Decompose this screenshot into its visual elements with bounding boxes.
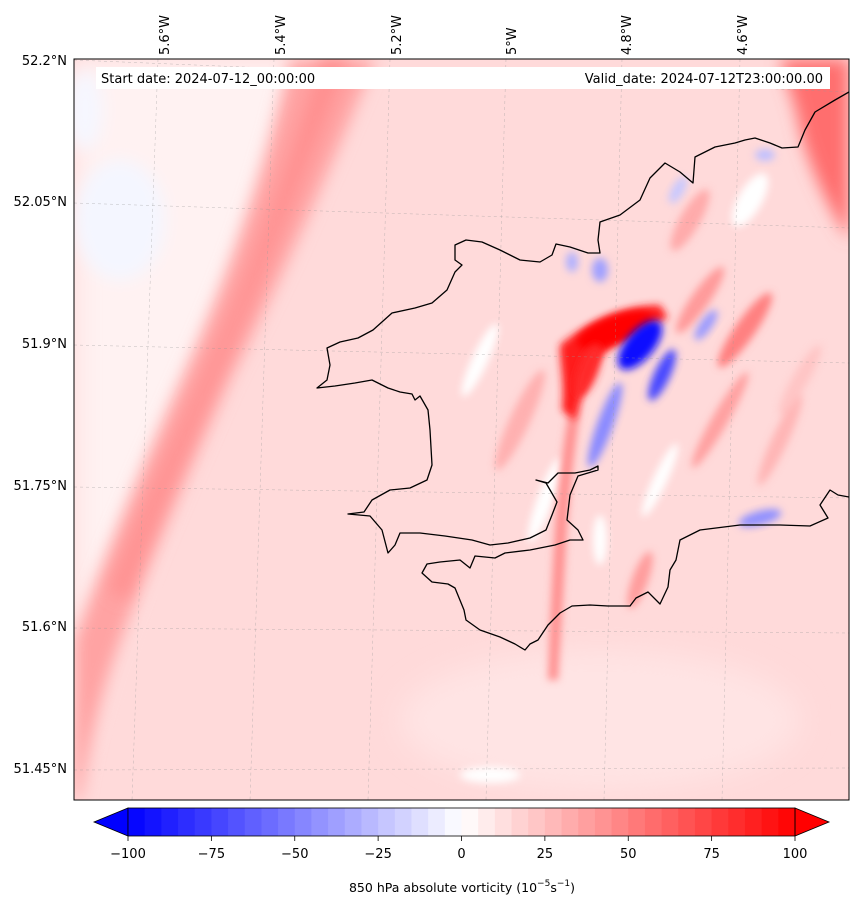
colorbar-bin bbox=[744, 808, 762, 836]
colorbar-tick-label: 50 bbox=[620, 847, 637, 862]
colorbar-bin bbox=[678, 808, 696, 836]
colorbar-tick-label: 25 bbox=[537, 847, 554, 862]
red-streak-south bbox=[548, 380, 585, 680]
colorbar: −100 −75 −50 −25 0 25 50 75 100 850 hPa absolute… bbox=[92, 807, 831, 895]
colorbar-bin bbox=[394, 808, 412, 836]
lon-label-5w: 5°W bbox=[505, 27, 520, 55]
colorbar-bin bbox=[328, 808, 346, 836]
colorbar-ticks: −100 −75 −50 −25 0 25 50 75 100 bbox=[110, 836, 807, 862]
colorbar-bin bbox=[311, 808, 329, 836]
colorbar-tick-label: 75 bbox=[703, 847, 720, 862]
red-band-core bbox=[110, 59, 350, 600]
colorbar-bin bbox=[628, 808, 646, 836]
colorbar-bin bbox=[661, 808, 679, 836]
start-date-text: Start date: 2024-07-12_00:00:00 bbox=[101, 72, 315, 87]
lat-label-51-6n: 51.6°N bbox=[22, 620, 67, 635]
coastline-north bbox=[316, 91, 849, 651]
latitude-labels: 52.2°N 52.05°N 51.9°N 51.75°N 51.6°N 51.… bbox=[14, 54, 67, 777]
longitude-labels: 5.6°W 5.4°W 5.2°W 5°W 4.8°W 4.6°W bbox=[158, 15, 751, 55]
land-streaks bbox=[461, 173, 822, 609]
colorbar-bin bbox=[594, 808, 612, 836]
colorbar-bin bbox=[244, 808, 262, 836]
colorbar-bin bbox=[461, 808, 479, 836]
colorbar-bin bbox=[361, 808, 379, 836]
colorbar-bin bbox=[261, 808, 279, 836]
colorbar-bin bbox=[478, 808, 496, 836]
lon-label-5-6w: 5.6°W bbox=[158, 15, 173, 55]
colorbar-bin bbox=[444, 808, 462, 836]
colorbar-bin bbox=[378, 808, 396, 836]
faint-blue-patch-edge bbox=[74, 70, 103, 150]
colorbar-bin bbox=[578, 808, 596, 836]
colorbar-tick-label: 0 bbox=[457, 847, 465, 862]
colorbar-bin bbox=[511, 808, 529, 836]
colorbar-bin bbox=[561, 808, 579, 836]
colorbar-bin bbox=[428, 808, 446, 836]
colorbar-bin bbox=[194, 808, 212, 836]
colorbar-bin bbox=[144, 808, 162, 836]
colorbar-bin bbox=[228, 808, 246, 836]
colorbar-bin bbox=[178, 808, 195, 836]
colorbar-bin bbox=[528, 808, 546, 836]
colorbar-steps bbox=[128, 808, 796, 836]
colorbar-bin bbox=[278, 808, 296, 836]
lat-label-52-2n: 52.2°N bbox=[22, 54, 67, 69]
colorbar-bin bbox=[544, 808, 562, 836]
colorbar-bin bbox=[344, 808, 362, 836]
colorbar-bin bbox=[161, 808, 179, 836]
faint-blue-patch-left bbox=[75, 160, 165, 280]
colorbar-tick-label: 100 bbox=[783, 847, 808, 862]
map-frame bbox=[73, 58, 850, 801]
colorbar-bin bbox=[128, 808, 145, 836]
colorbar-label: 850 hPa absolute vorticity (10−5s−1) bbox=[349, 879, 575, 895]
lon-label-4-6w: 4.6°W bbox=[736, 15, 751, 55]
colorbar-bin bbox=[728, 808, 746, 836]
banner-background bbox=[96, 67, 830, 89]
lat-label-51-9n: 51.9°N bbox=[22, 337, 67, 352]
blue-vortex-core bbox=[617, 320, 663, 370]
lon-label-5-2w: 5.2°W bbox=[390, 15, 405, 55]
lat-label-52-05n: 52.05°N bbox=[14, 195, 67, 210]
lon-label-5-4w: 5.4°W bbox=[274, 15, 289, 55]
white-streak-bottom bbox=[460, 767, 520, 783]
colorbar-tick-label: −75 bbox=[198, 847, 225, 862]
vorticity-field bbox=[74, 59, 849, 800]
colorbar-tick-label: −100 bbox=[110, 847, 146, 862]
valid-date-text: Valid_date: 2024-07-12T23:00:00.00 bbox=[585, 72, 823, 87]
colorbar-bin bbox=[761, 808, 779, 836]
colorbar-bin bbox=[611, 808, 629, 836]
colorbar-bin bbox=[294, 808, 312, 836]
colorbar-bin bbox=[694, 808, 712, 836]
colorbar-bin bbox=[711, 808, 729, 836]
colorbar-tick-label: −25 bbox=[364, 847, 391, 862]
red-top-right bbox=[780, 59, 849, 240]
lat-label-51-45n: 51.45°N bbox=[14, 762, 67, 777]
colorbar-bin bbox=[644, 808, 662, 836]
colorbar-extend-min bbox=[92, 807, 129, 837]
date-banner: Start date: 2024-07-12_00:00:00 Valid_da… bbox=[96, 67, 830, 89]
colorbar-bin bbox=[494, 808, 512, 836]
lon-label-4-8w: 4.8°W bbox=[620, 15, 635, 55]
lat-label-51-75n: 51.75°N bbox=[14, 479, 67, 494]
pale-bottom bbox=[400, 650, 800, 790]
colorbar-extend-max bbox=[794, 807, 831, 837]
coastline bbox=[316, 91, 849, 651]
colorbar-bin bbox=[778, 808, 796, 836]
colorbar-bin bbox=[211, 808, 229, 836]
colorbar-bin bbox=[411, 808, 429, 836]
colorbar-tick-label: −50 bbox=[281, 847, 308, 862]
